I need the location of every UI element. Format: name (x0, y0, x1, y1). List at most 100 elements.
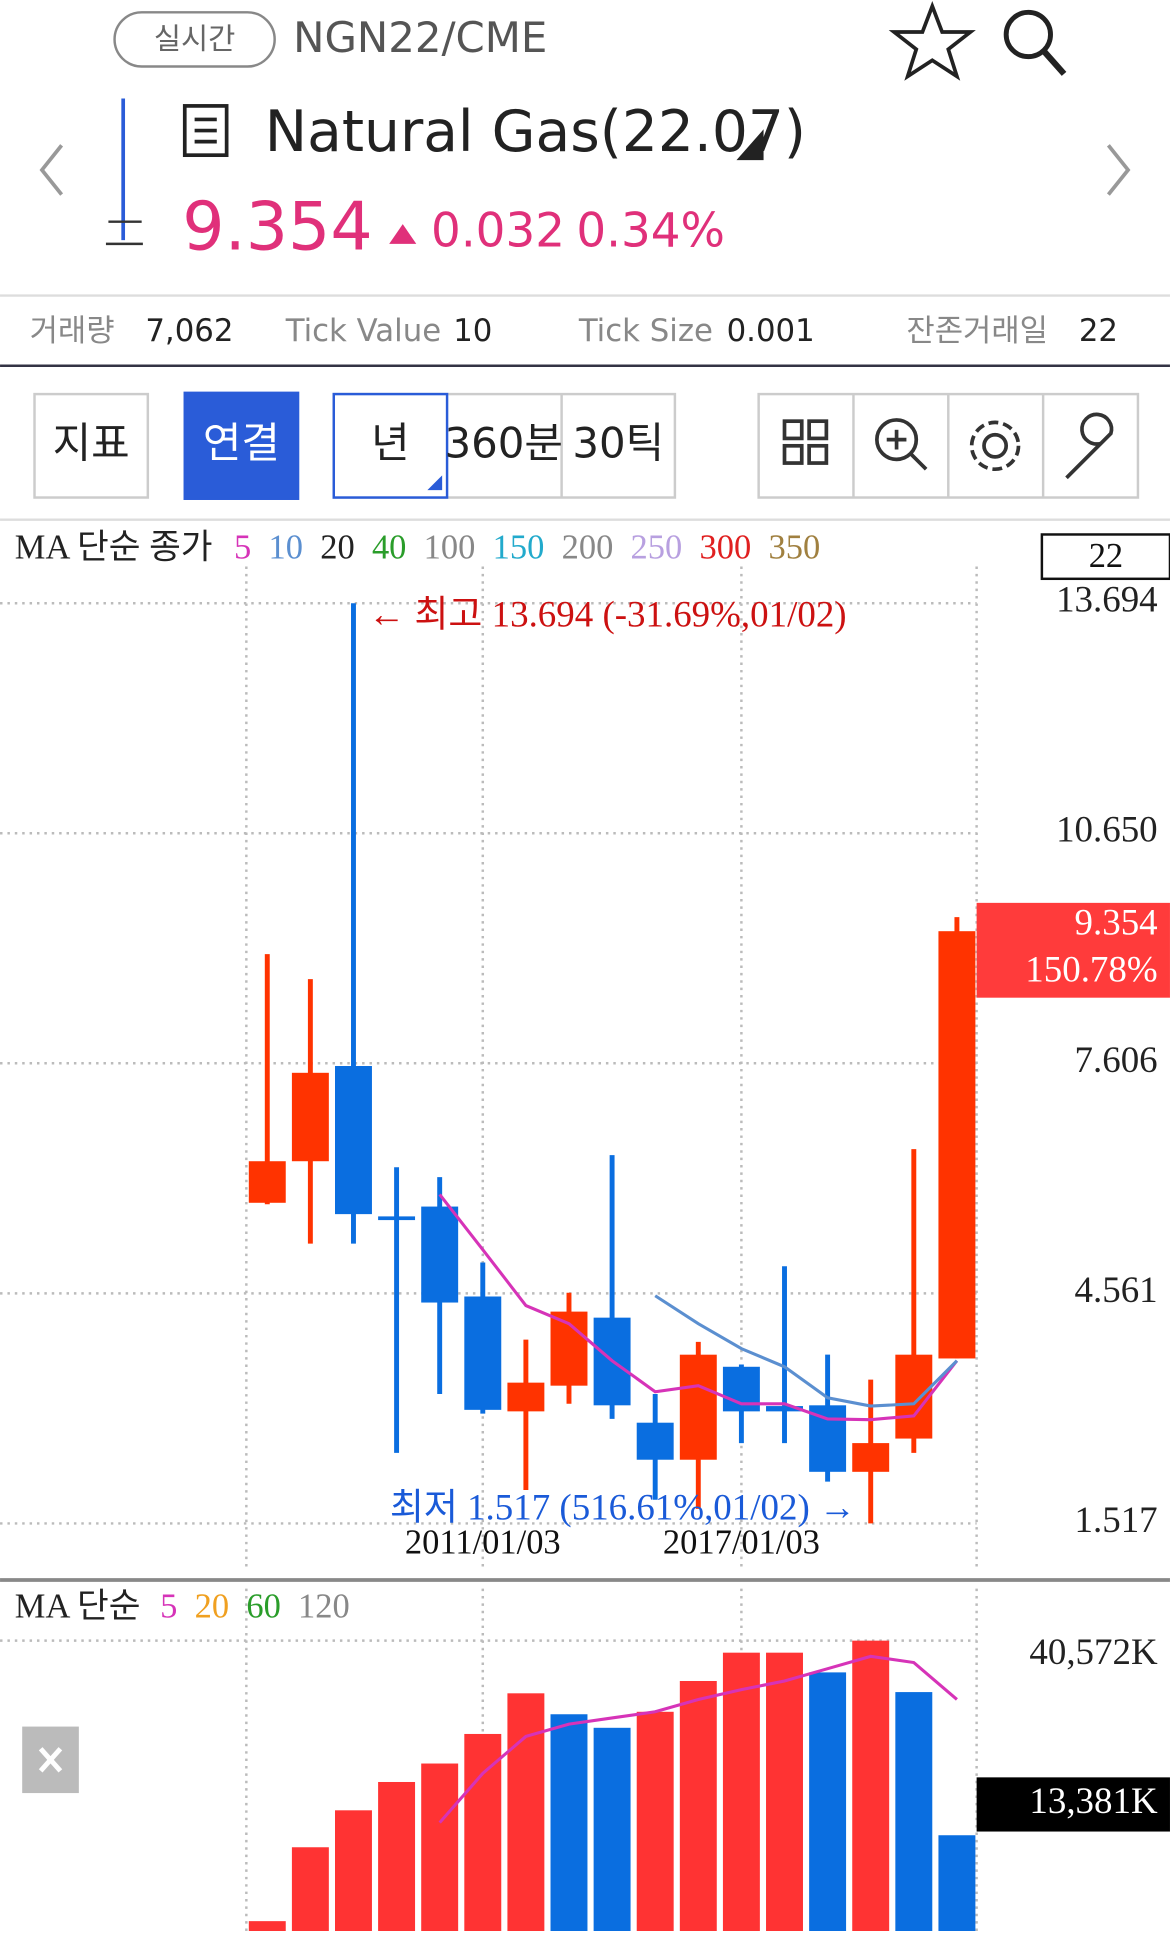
count-badge-label: 22 (1089, 537, 1123, 575)
change-pct: 0.34% (576, 204, 725, 258)
link-button[interactable] (183, 391, 300, 500)
volume-bar (550, 1714, 588, 1931)
y-tick-label: 40,572K (1029, 1631, 1158, 1672)
volume-bar (938, 1835, 976, 1931)
button-label: 지표 (53, 418, 130, 467)
candle-body (335, 1066, 372, 1215)
ma-legend-item: 150 (493, 528, 545, 566)
ma-legend-item: 200 (562, 528, 614, 566)
button-label: 년 (371, 418, 410, 467)
next-arrow[interactable] (1106, 144, 1131, 196)
volume-bar (593, 1727, 631, 1931)
instrument-name[interactable]: Natural Gas(22.07) (265, 99, 806, 165)
last-price-label: 9.354 (1075, 902, 1158, 943)
candle-body (938, 931, 976, 1359)
info-label: Tick Value (285, 313, 441, 349)
ma-legend-item: 250 (631, 528, 683, 566)
last-price-box (976, 902, 1170, 998)
last-volume-label: 13,381K (1029, 1780, 1158, 1821)
y-tick-label: 4.561 (1075, 1269, 1158, 1310)
volume-bar (766, 1652, 803, 1931)
volume-bar (895, 1692, 933, 1931)
y-tick-label: 10.650 (1056, 809, 1158, 850)
wrench-icon[interactable] (1065, 412, 1114, 480)
volume-bar (507, 1693, 545, 1931)
up-triangle (389, 224, 417, 244)
volume-bar (248, 1921, 286, 1931)
settings-icon[interactable] (969, 420, 1021, 472)
symbol: NGN22/CME (293, 13, 547, 62)
ma-legend-item: 5 (234, 528, 251, 566)
x-tick-label: 2017/01/03 (663, 1523, 820, 1561)
candle-body (852, 1443, 890, 1472)
ma-legend-item: 350 (768, 528, 820, 566)
low-annotation: 최저 1.517 (516.61%,01/02) → (390, 1487, 856, 1529)
ma-legend-item: 20 (320, 528, 354, 566)
info-value: 10 (453, 313, 492, 349)
candle-body (636, 1422, 674, 1460)
realtime-label: 실시간 (154, 22, 236, 56)
info-value: 7,062 (145, 313, 233, 349)
high-annotation: ← 최고 13.694 (-31.69%,01/02) (368, 593, 846, 635)
candle-body (291, 1072, 329, 1162)
candle-body (507, 1382, 545, 1412)
ma-legend-item: 5 (160, 1587, 177, 1625)
y-tick-label: 1.517 (1075, 1499, 1158, 1540)
ma-line (438, 1654, 958, 1824)
candle-body (766, 1406, 803, 1412)
info-label: Tick Size (578, 313, 713, 349)
volume-bar (421, 1763, 459, 1931)
button-label: 360분 (445, 418, 563, 467)
volume-bar (809, 1672, 847, 1931)
last-change-label: 150.78% (1025, 949, 1157, 990)
candle-body (895, 1354, 933, 1439)
info-label: 잔존거래일 (906, 313, 1048, 349)
frame-lines (245, 566, 978, 1931)
info-value: 22 (1079, 313, 1118, 349)
realtime-badge[interactable] (113, 11, 276, 68)
volume-bar (679, 1681, 717, 1931)
ma-line (654, 1294, 959, 1408)
ma-legend-item: 40 (372, 528, 406, 566)
year-button[interactable] (332, 392, 449, 499)
candle-body (248, 1161, 286, 1203)
info-value: 0.001 (727, 313, 815, 349)
last-volume-box (976, 1777, 1170, 1832)
layout-icon[interactable] (782, 419, 829, 465)
candle-body (464, 1296, 502, 1410)
ma-legend-item: 100 (424, 528, 476, 566)
volume-bar (636, 1711, 674, 1931)
zoom-icon[interactable] (875, 418, 928, 471)
candle-body (421, 1206, 459, 1303)
button-label: 30틱 (572, 418, 664, 467)
ma-legend-item: 120 (298, 1587, 350, 1625)
name-dropdown[interactable] (736, 129, 764, 161)
indicator-button[interactable] (33, 392, 150, 499)
volume-bar (335, 1810, 372, 1931)
count-badge (1040, 533, 1170, 581)
ma-legend-title: MA 단순 종가 (15, 528, 213, 566)
volume-bar (291, 1847, 329, 1931)
ma-legend-item: 60 (246, 1587, 280, 1625)
corner (427, 475, 443, 491)
doc-icon[interactable] (182, 104, 229, 158)
ma-legend-title: MA 단순 (15, 1587, 141, 1625)
candle-icon (105, 98, 143, 246)
tool-icons (757, 392, 1140, 499)
candle-body (809, 1405, 847, 1472)
info-label: 거래량 (30, 313, 115, 349)
y-tick-label: 7.606 (1075, 1039, 1158, 1080)
ma-legend-item: 300 (700, 528, 752, 566)
change: 0.032 (431, 204, 565, 258)
ma-legend-item: 10 (269, 528, 303, 566)
x-tick-label: 2011/01/03 (405, 1523, 561, 1561)
close-ad-button[interactable] (22, 1726, 79, 1794)
favorite-star[interactable] (888, 0, 976, 81)
prev-arrow[interactable] (39, 144, 64, 196)
volume-bar (852, 1640, 890, 1931)
ma-line (438, 1193, 959, 1422)
search-icon[interactable] (1003, 9, 1067, 76)
volume-bar (378, 1781, 416, 1931)
